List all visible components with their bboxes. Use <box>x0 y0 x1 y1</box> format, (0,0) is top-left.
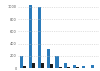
Bar <box>73 65 76 68</box>
Bar <box>91 65 94 68</box>
Bar <box>23 66 26 68</box>
Bar <box>38 7 41 68</box>
Bar <box>76 67 79 68</box>
Bar <box>64 63 67 68</box>
Bar <box>20 56 23 68</box>
Bar <box>47 49 50 68</box>
Bar <box>82 66 85 68</box>
Bar <box>32 63 35 68</box>
Bar <box>50 64 53 68</box>
Bar <box>55 56 58 68</box>
Bar <box>29 5 32 68</box>
Bar <box>58 67 62 68</box>
Bar <box>67 67 70 68</box>
Bar <box>41 63 44 68</box>
